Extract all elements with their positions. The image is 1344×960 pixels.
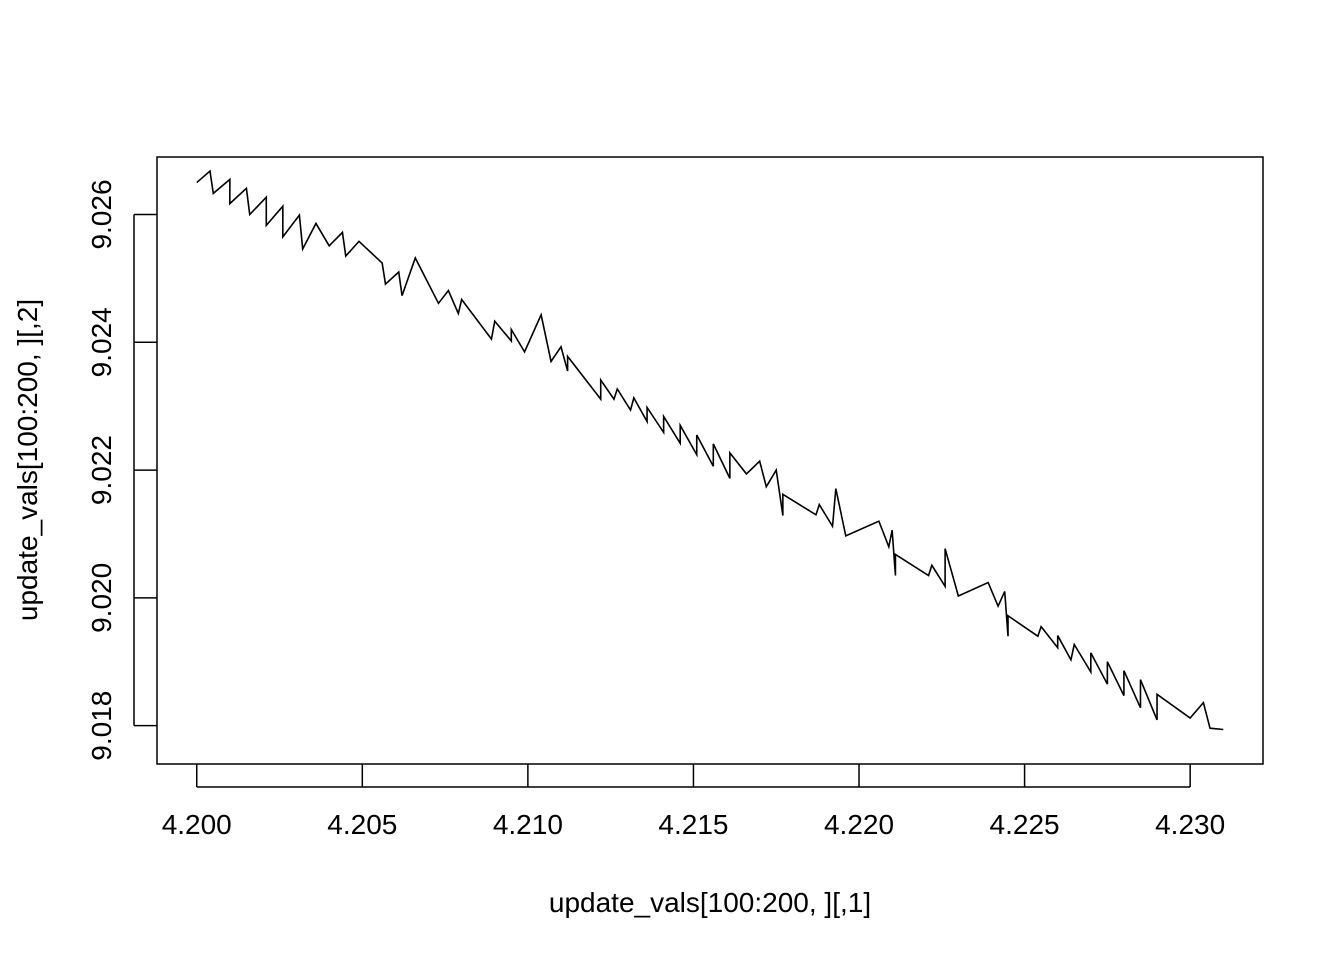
- y-tick-label: 9.020: [86, 563, 117, 633]
- x-tick-label: 4.220: [824, 809, 894, 840]
- x-axis: 4.200 4.205 4.210 4.215 4.220 4.225 4.230: [162, 764, 1225, 840]
- y-axis: 9.018 9.020 9.022 9.024 9.026: [86, 179, 157, 761]
- x-tick-label: 4.205: [327, 809, 397, 840]
- series-layer: [196, 169, 1224, 731]
- y-tick-label: 9.022: [86, 435, 117, 505]
- x-tick-label: 4.215: [658, 809, 728, 840]
- y-tick-label: 9.026: [86, 179, 117, 249]
- series-line-1: [196, 169, 1224, 731]
- x-tick-label: 4.225: [990, 809, 1060, 840]
- y-tick-label: 9.024: [86, 307, 117, 377]
- x-tick-label: 4.200: [162, 809, 232, 840]
- plot-area-frame: [156, 156, 1264, 765]
- x-axis-label: update_vals[100:200, ][,1]: [549, 887, 871, 918]
- x-tick-label: 4.230: [1155, 809, 1225, 840]
- y-axis-label: update_vals[100:200, ][,2]: [12, 299, 43, 621]
- x-tick-label: 4.210: [493, 809, 563, 840]
- y-tick-label: 9.018: [86, 691, 117, 761]
